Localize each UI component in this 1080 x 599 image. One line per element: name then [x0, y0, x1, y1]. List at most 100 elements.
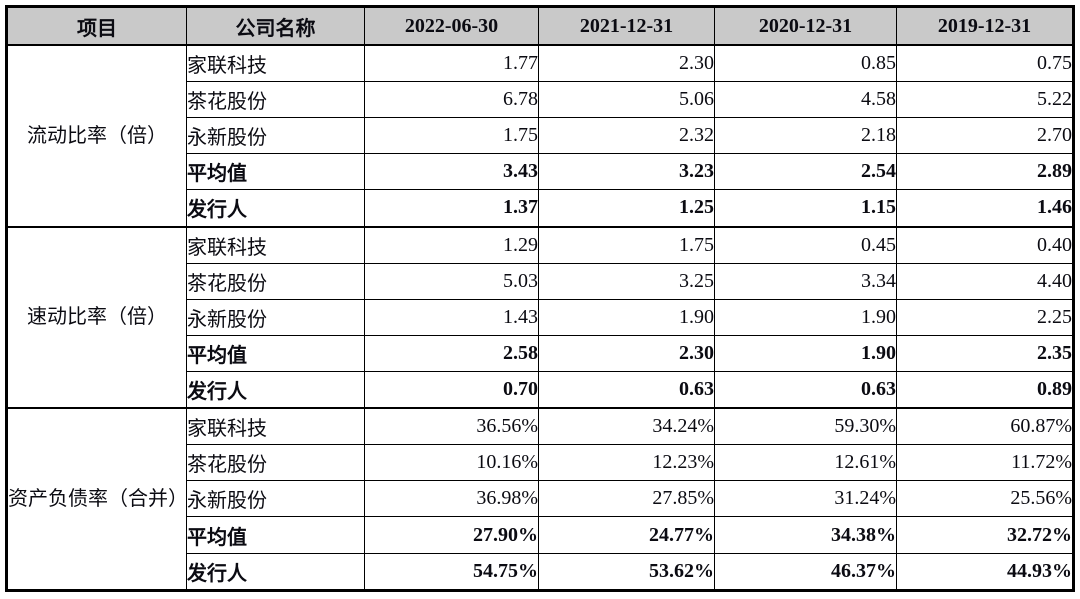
table-row: 速动比率（倍） 家联科技 1.29 1.75 0.45 0.40	[6, 225, 1074, 409]
header-cell-date-3: 2020-12-31	[714, 6, 897, 46]
value-cell: 25.56%	[896, 480, 1074, 518]
table-row: 永新股份 36.98% 27.85% 31.24% 25.56%	[7, 480, 1074, 518]
company-cell: 家联科技	[186, 407, 365, 446]
value-cell: 0.75	[896, 44, 1074, 83]
table-row-average: 平均值 3.43 3.23 2.54 2.89	[7, 153, 1074, 191]
header-cell-company: 公司名称	[186, 6, 365, 46]
value-cell: 1.75	[538, 225, 715, 264]
value-cell: 31.24%	[714, 480, 897, 518]
value-cell: 0.63	[538, 370, 715, 409]
value-cell: 5.06	[538, 81, 715, 119]
value-cell: 4.40	[896, 262, 1074, 300]
table-row: 永新股份 1.43 1.90 1.90 2.25	[7, 298, 1074, 336]
header-cell-date-1: 2022-06-30	[364, 6, 539, 46]
company-cell: 发行人	[186, 552, 365, 592]
company-cell: 茶花股份	[186, 81, 365, 119]
header-cell-date-2: 2021-12-31	[538, 6, 715, 46]
table-row: 永新股份 1.75 2.32 2.18 2.70	[7, 117, 1074, 155]
value-cell: 0.63	[714, 370, 897, 409]
value-cell: 36.56%	[364, 407, 539, 446]
table-row: 资产负债率（合并） 家联科技 36.56% 34.24% 59.30% 60.8…	[6, 407, 1074, 592]
value-cell: 2.25	[896, 298, 1074, 336]
value-cell: 32.72%	[896, 516, 1074, 554]
value-cell: 27.90%	[364, 516, 539, 554]
item-cell-current-ratio: 流动比率（倍）	[6, 44, 187, 228]
value-cell: 2.89	[896, 153, 1074, 191]
company-cell: 发行人	[186, 189, 365, 228]
value-cell: 54.75%	[364, 552, 539, 592]
table-row: 流动比率（倍） 家联科技 1.77 2.30 0.85 0.75	[6, 44, 1074, 228]
company-cell: 茶花股份	[186, 262, 365, 300]
item-cell-debt-asset-ratio: 资产负债率（合并）	[6, 407, 187, 592]
value-cell: 2.70	[896, 117, 1074, 155]
value-cell: 2.54	[714, 153, 897, 191]
table-row: 茶花股份 5.03 3.25 3.34 4.40	[7, 262, 1074, 300]
table-row: 茶花股份 6.78 5.06 4.58 5.22	[7, 81, 1074, 119]
value-cell: 24.77%	[538, 516, 715, 554]
value-cell: 4.58	[714, 81, 897, 119]
value-cell: 2.32	[538, 117, 715, 155]
company-cell: 永新股份	[186, 480, 365, 518]
header-cell-date-4: 2019-12-31	[896, 6, 1074, 46]
company-cell: 发行人	[186, 370, 365, 409]
value-cell: 0.89	[896, 370, 1074, 409]
value-cell: 6.78	[364, 81, 539, 119]
value-cell: 2.58	[364, 334, 539, 372]
header-row: 项目 公司名称 2022-06-30 2021-12-31 2020-12-31…	[6, 6, 1074, 46]
company-cell: 茶花股份	[186, 444, 365, 482]
item-cell-quick-ratio: 速动比率（倍）	[6, 225, 187, 409]
company-cell: 平均值	[186, 153, 365, 191]
company-cell: 平均值	[186, 334, 365, 372]
value-cell: 2.30	[538, 334, 715, 372]
value-cell: 59.30%	[714, 407, 897, 446]
value-cell: 12.23%	[538, 444, 715, 482]
value-cell: 1.46	[896, 189, 1074, 228]
company-cell: 家联科技	[186, 44, 365, 83]
value-cell: 1.75	[364, 117, 539, 155]
value-cell: 2.35	[896, 334, 1074, 372]
value-cell: 5.22	[896, 81, 1074, 119]
table-row-average: 平均值 2.58 2.30 1.90 2.35	[7, 334, 1074, 372]
value-cell: 1.43	[364, 298, 539, 336]
value-cell: 44.93%	[896, 552, 1074, 592]
value-cell: 1.15	[714, 189, 897, 228]
value-cell: 1.90	[538, 298, 715, 336]
value-cell: 1.25	[538, 189, 715, 228]
value-cell: 11.72%	[896, 444, 1074, 482]
table-row-average: 平均值 27.90% 24.77% 34.38% 32.72%	[7, 516, 1074, 554]
value-cell: 60.87%	[896, 407, 1074, 446]
value-cell: 0.45	[714, 225, 897, 264]
value-cell: 27.85%	[538, 480, 715, 518]
company-cell: 永新股份	[186, 298, 365, 336]
value-cell: 10.16%	[364, 444, 539, 482]
table-row-issuer: 发行人 1.37 1.25 1.15 1.46	[7, 189, 1074, 228]
header-cell-item: 项目	[6, 6, 187, 46]
company-cell: 永新股份	[186, 117, 365, 155]
value-cell: 46.37%	[714, 552, 897, 592]
value-cell: 1.77	[364, 44, 539, 83]
value-cell: 0.40	[896, 225, 1074, 264]
value-cell: 3.43	[364, 153, 539, 191]
financial-comparison-table: 项目 公司名称 2022-06-30 2021-12-31 2020-12-31…	[5, 5, 1075, 592]
value-cell: 34.38%	[714, 516, 897, 554]
value-cell: 3.23	[538, 153, 715, 191]
value-cell: 2.30	[538, 44, 715, 83]
value-cell: 12.61%	[714, 444, 897, 482]
table-row: 茶花股份 10.16% 12.23% 12.61% 11.72%	[7, 444, 1074, 482]
value-cell: 5.03	[364, 262, 539, 300]
value-cell: 53.62%	[538, 552, 715, 592]
value-cell: 2.18	[714, 117, 897, 155]
value-cell: 36.98%	[364, 480, 539, 518]
value-cell: 0.70	[364, 370, 539, 409]
company-cell: 家联科技	[186, 225, 365, 264]
table-row-issuer: 发行人 54.75% 53.62% 46.37% 44.93%	[7, 552, 1074, 592]
value-cell: 3.25	[538, 262, 715, 300]
company-cell: 平均值	[186, 516, 365, 554]
value-cell: 1.90	[714, 298, 897, 336]
value-cell: 1.29	[364, 225, 539, 264]
value-cell: 0.85	[714, 44, 897, 83]
value-cell: 1.37	[364, 189, 539, 228]
value-cell: 34.24%	[538, 407, 715, 446]
value-cell: 1.90	[714, 334, 897, 372]
